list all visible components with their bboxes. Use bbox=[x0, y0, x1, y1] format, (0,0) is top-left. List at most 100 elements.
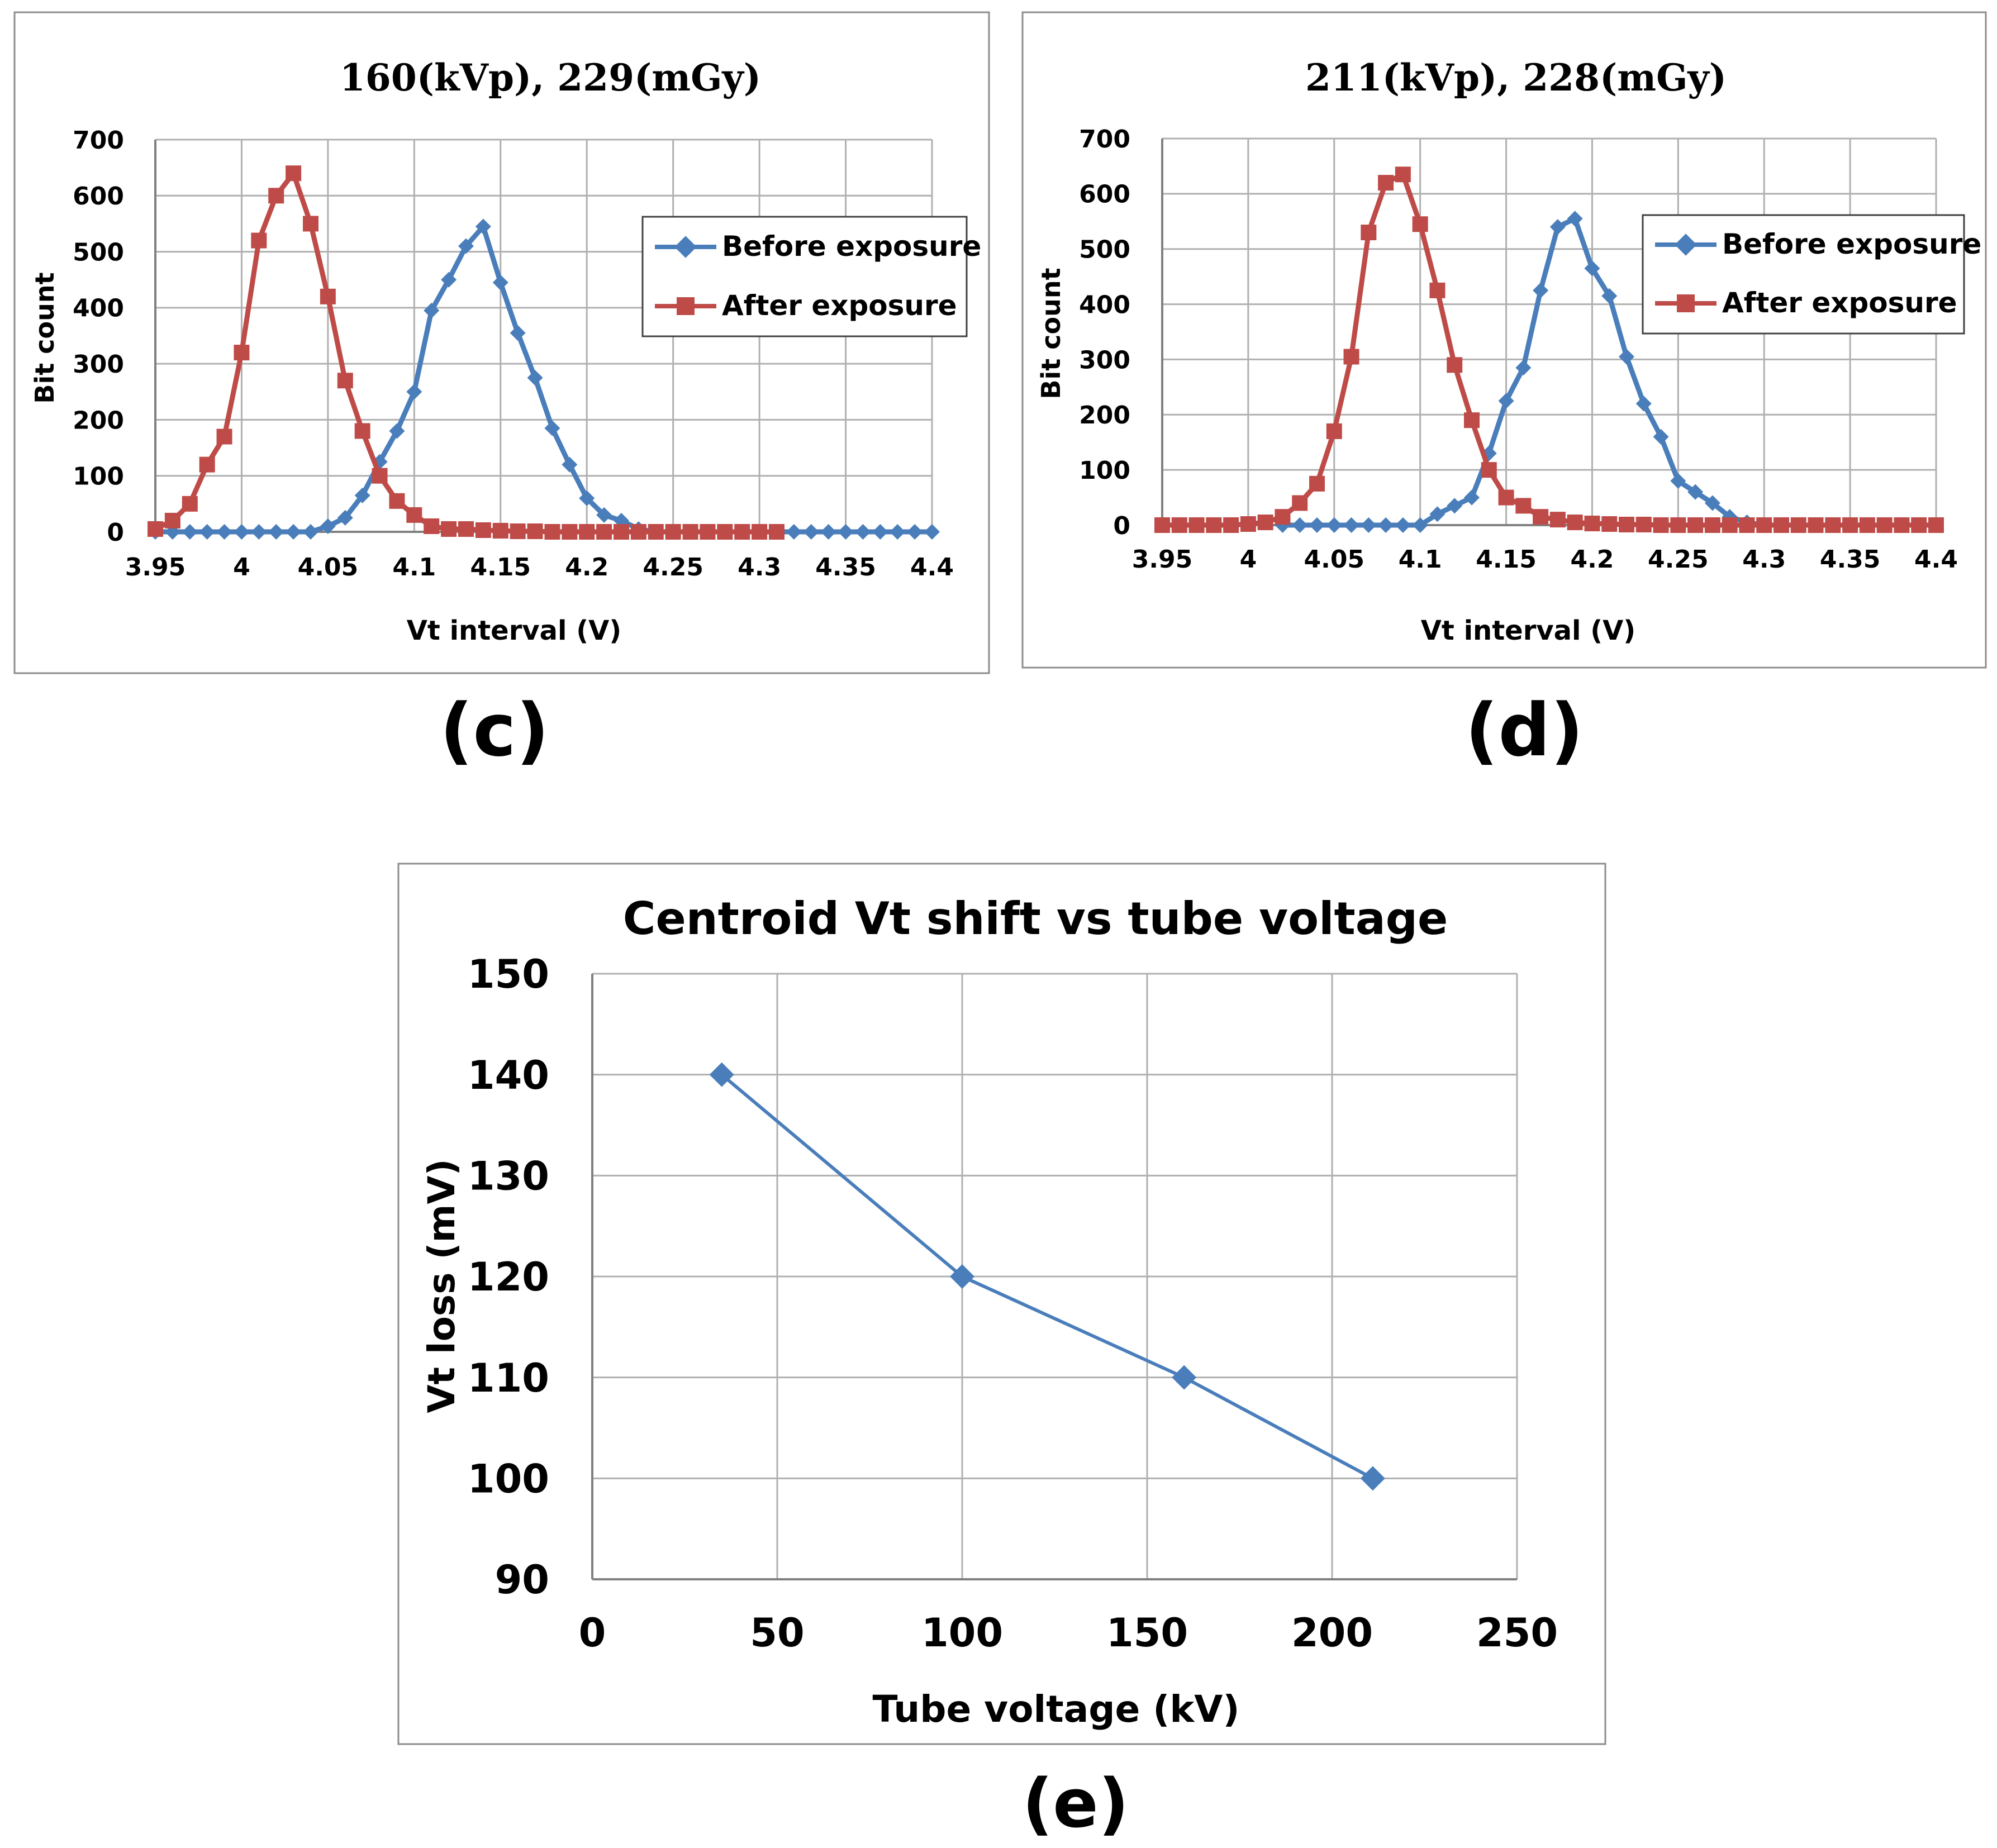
chart-c-point-after bbox=[475, 522, 491, 538]
chart-e-x-tick-label: 100 bbox=[921, 1610, 1003, 1656]
chart-c-point-after bbox=[164, 512, 180, 528]
chart-d-point-before bbox=[1326, 517, 1342, 533]
chart-d-point-before bbox=[1429, 506, 1446, 522]
chart-c-xlabel: Vt interval (V) bbox=[407, 615, 621, 646]
chart-c-point-before bbox=[924, 524, 940, 540]
chart-e-grid bbox=[591, 973, 1518, 1580]
chart-c-y-tick-label: 200 bbox=[73, 406, 124, 435]
chart-d-x-tick-label: 4.15 bbox=[1476, 545, 1537, 574]
chart-c-point-after bbox=[579, 524, 595, 540]
chart-d-y-tick-label: 600 bbox=[1079, 180, 1130, 209]
chart-d-title: 211(kVp), 228(mGy) bbox=[1305, 56, 1727, 99]
chart-d-point-after bbox=[1842, 517, 1858, 533]
chart-d-point-after bbox=[1825, 517, 1841, 533]
chart-c-point-after bbox=[303, 216, 318, 232]
chart-e-point-before bbox=[1172, 1365, 1197, 1390]
chart-c-point-after bbox=[682, 524, 698, 540]
chart-d-point-after bbox=[1481, 462, 1497, 478]
chart-d-point-after bbox=[1928, 517, 1944, 533]
panel-label-d: (d) bbox=[1465, 688, 1584, 773]
chart-d-x-tick-label: 4.3 bbox=[1742, 545, 1786, 574]
chart-c-point-after bbox=[199, 456, 215, 473]
chart-e-y-tick-label: 110 bbox=[468, 1355, 549, 1401]
chart-c-point-after bbox=[354, 423, 370, 439]
chart-e-ylabel: Vt loss (mV) bbox=[420, 1159, 463, 1413]
chart-c-x-tick-label: 4.1 bbox=[392, 553, 436, 582]
chart-d-point-before bbox=[1378, 517, 1394, 533]
chart-d-x-tick-label: 4.05 bbox=[1304, 545, 1364, 574]
chart-c-frame bbox=[13, 11, 990, 674]
chart-e-y-tick-label: 120 bbox=[468, 1254, 549, 1300]
chart-c-point-before bbox=[838, 524, 854, 540]
chart-d-x-tick-label: 4.2 bbox=[1570, 545, 1614, 574]
chart-d-point-after bbox=[1395, 166, 1411, 183]
chart-d-y-tick-label: 700 bbox=[1079, 125, 1130, 154]
chart-d-point-after bbox=[1154, 517, 1170, 533]
chart-c-x-tick-label: 4.25 bbox=[643, 553, 703, 582]
chart-c-point-after bbox=[441, 521, 457, 537]
chart-d-point-after bbox=[1549, 512, 1566, 528]
chart-d-point-before bbox=[1619, 349, 1634, 365]
chart-c-point-before bbox=[562, 456, 578, 473]
chart-d-x-tick-label: 4.25 bbox=[1648, 545, 1709, 574]
chart-e-x-tick-label: 150 bbox=[1106, 1610, 1188, 1656]
chart-d-point-after bbox=[1911, 517, 1927, 533]
chart-d-point-before bbox=[1533, 282, 1549, 298]
chart-c-title: 160(kVp), 229(mGy) bbox=[340, 56, 761, 99]
chart-d-point-after bbox=[1498, 489, 1514, 506]
chart-c-point-after bbox=[544, 524, 560, 540]
chart-e-x-ticks: 0 50 100 150 200 250 bbox=[579, 1610, 1558, 1656]
chart-d-legend: Before exposure After exposure bbox=[1642, 214, 1981, 335]
chart-c-point-before bbox=[458, 238, 474, 254]
chart-c-point-before bbox=[803, 524, 819, 540]
chart-c-point-after bbox=[268, 188, 284, 204]
chart-d-point-before bbox=[1309, 517, 1325, 533]
chart-e-y-tick-label: 90 bbox=[495, 1557, 549, 1603]
chart-c-point-after bbox=[648, 524, 664, 540]
chart-c-x-tick-label: 4.35 bbox=[815, 553, 876, 582]
chart-c-point-before bbox=[855, 524, 871, 540]
chart-d-xlabel: Vt interval (V) bbox=[1421, 615, 1635, 646]
chart-c-point-after bbox=[717, 524, 733, 540]
chart-d-y-tick-label: 200 bbox=[1079, 401, 1130, 430]
chart-c-point-before bbox=[234, 524, 250, 540]
chart-d-y-tick-label: 0 bbox=[1113, 512, 1130, 540]
chart-c-y-tick-label: 600 bbox=[73, 182, 124, 211]
chart-c-x-ticks: 3.95 4 4.05 4.1 4.15 4.2 4.25 4.3 4.35 4.4 bbox=[125, 553, 954, 582]
chart-c-point-after bbox=[752, 524, 768, 540]
chart-d-point-before bbox=[1498, 393, 1514, 409]
chart-c-ylabel: Bit count bbox=[30, 272, 60, 403]
chart-c-point-after bbox=[286, 165, 302, 182]
chart-d-point-after bbox=[1361, 225, 1377, 241]
chart-d-point-after bbox=[1635, 517, 1652, 533]
chart-d-point-after bbox=[1292, 495, 1308, 511]
chart-c-point-after bbox=[492, 522, 508, 539]
chart-c-point-before bbox=[872, 524, 888, 540]
chart-d-ylabel: Bit count bbox=[1036, 268, 1066, 399]
chart-c-point-after bbox=[389, 493, 405, 509]
chart-c-point-before bbox=[890, 524, 906, 540]
chart-d-point-after bbox=[1687, 517, 1704, 533]
chart-c-point-after bbox=[614, 524, 629, 540]
chart-c-point-before bbox=[475, 218, 491, 235]
chart-d-legend-box bbox=[1642, 214, 1965, 335]
chart-e-y-tick-label: 150 bbox=[468, 951, 549, 997]
chart-e: Centroid Vt shift vs tube voltage 0 50 100… bbox=[397, 863, 1606, 1745]
chart-d-point-before bbox=[1412, 517, 1428, 533]
chart-d-point-after bbox=[1257, 515, 1273, 531]
chart-d-point-before bbox=[1687, 484, 1704, 500]
chart-c-point-after bbox=[424, 518, 440, 534]
chart-c-point-before bbox=[424, 302, 440, 318]
chart-e-point-before bbox=[1360, 1466, 1385, 1491]
chart-d-x-ticks: 3.95 4 4.05 4.1 4.15 4.2 4.25 4.3 4.35 4.4 bbox=[1132, 545, 1958, 574]
chart-d-point-after bbox=[1188, 517, 1205, 533]
chart-d-point-after bbox=[1240, 516, 1256, 532]
chart-c-point-after bbox=[320, 288, 336, 304]
chart-c-y-tick-label: 700 bbox=[73, 126, 124, 155]
chart-d-y-ticks: 0 100 200 300 400 500 600 700 bbox=[1079, 125, 1130, 540]
chart-c-point-after bbox=[234, 345, 250, 361]
chart-c-point-before bbox=[320, 518, 336, 534]
chart-c-y-tick-label: 500 bbox=[73, 238, 124, 266]
chart-c-point-after bbox=[510, 523, 526, 539]
